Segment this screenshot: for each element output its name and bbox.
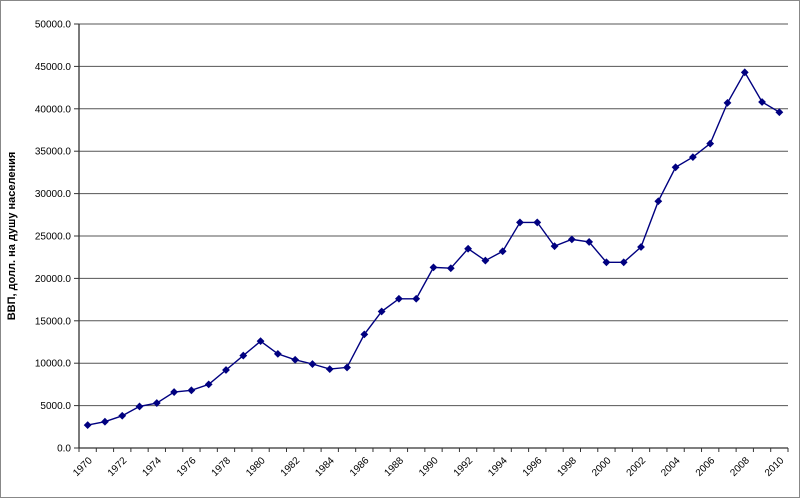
y-tick-label: 15000.0 [35, 316, 72, 327]
data-point-1973 [135, 402, 144, 411]
data-point-1990 [429, 263, 438, 272]
x-tick-label: 1990 [417, 455, 441, 479]
data-point-1989 [412, 294, 421, 303]
y-tick-label: 30000.0 [35, 189, 72, 200]
axes-layer [74, 23, 789, 452]
data-point-2001 [619, 258, 628, 267]
data-point-1999 [585, 238, 594, 246]
data-point-1997 [550, 242, 559, 251]
x-tick-label: 2000 [590, 455, 614, 479]
data-point-1982 [291, 355, 300, 364]
y-tick-label: 10000.0 [35, 359, 72, 370]
x-tick-label: 1998 [555, 455, 579, 479]
x-tick-label: 1972 [106, 455, 130, 479]
data-point-1993 [481, 256, 490, 265]
gridlines-layer [79, 23, 788, 407]
x-tick-label: 1988 [383, 455, 407, 479]
data-point-1987 [377, 307, 386, 316]
data-point-1970 [83, 421, 92, 430]
data-point-2003 [654, 197, 663, 206]
axis-labels-layer: 0.0 5000.0 10000.0 15000.0 20000.0 25000.0 300… [35, 20, 787, 479]
y-tick-label: 5000.0 [40, 401, 71, 412]
x-tick-label: 1986 [348, 455, 372, 479]
data-point-1985 [343, 363, 351, 372]
data-series-layer [83, 68, 784, 430]
data-point-1975 [170, 388, 179, 396]
x-tick-label: 2008 [728, 455, 752, 479]
y-axis-title: ВВП, долл. на душу населения [6, 152, 18, 321]
data-point-2007 [723, 98, 732, 107]
data-point-1978 [222, 366, 230, 374]
data-point-1971 [101, 417, 109, 426]
data-point-1983 [308, 360, 317, 368]
x-tick-label: 2010 [763, 455, 787, 479]
x-tick-label: 1980 [244, 455, 268, 479]
data-point-1994 [498, 247, 507, 256]
data-point-1988 [395, 294, 403, 303]
x-tick-label: 1996 [521, 455, 545, 479]
data-point-1991 [446, 264, 455, 273]
x-tick-label: 1994 [486, 455, 510, 479]
y-tick-label: 50000.0 [35, 20, 72, 31]
data-point-2010 [775, 108, 784, 117]
data-point-1979 [239, 351, 248, 360]
y-tick-label: 0.0 [57, 444, 71, 455]
data-point-2000 [602, 258, 611, 267]
x-tick-label: 2004 [659, 455, 683, 479]
x-tick-label: 2002 [625, 455, 649, 479]
data-point-1974 [152, 399, 161, 407]
x-tick-label: 1978 [210, 455, 234, 479]
data-point-1981 [273, 349, 282, 358]
x-tick-label: 1970 [71, 455, 95, 479]
data-point-1986 [360, 330, 369, 339]
data-point-1972 [118, 411, 127, 420]
data-point-2002 [637, 243, 645, 251]
x-tick-label: 1982 [279, 455, 303, 479]
data-point-2006 [706, 139, 715, 148]
data-point-1998 [567, 235, 576, 244]
data-series-line [87, 70, 780, 426]
data-point-1984 [325, 365, 334, 374]
y-tick-label: 35000.0 [35, 147, 72, 158]
x-tick-label: 1976 [175, 455, 199, 479]
data-point-2005 [688, 153, 697, 162]
data-point-1980 [256, 337, 265, 346]
y-tick-label: 20000.0 [35, 274, 72, 285]
data-point-1992 [464, 244, 472, 253]
data-point-1976 [187, 386, 196, 395]
data-point-2004 [671, 163, 680, 172]
y-tick-label: 25000.0 [35, 232, 72, 243]
data-point-1995 [516, 218, 524, 227]
data-point-2009 [758, 98, 766, 106]
x-tick-label: 1984 [313, 455, 337, 479]
data-point-1977 [204, 380, 213, 389]
data-point-1996 [533, 218, 542, 227]
y-tick-label: 45000.0 [35, 62, 72, 73]
y-tick-label: 40000.0 [35, 104, 72, 115]
x-tick-label: 1974 [140, 455, 164, 479]
x-tick-label: 1992 [452, 455, 476, 479]
data-point-2008 [740, 68, 749, 77]
x-tick-label: 2006 [694, 455, 718, 479]
